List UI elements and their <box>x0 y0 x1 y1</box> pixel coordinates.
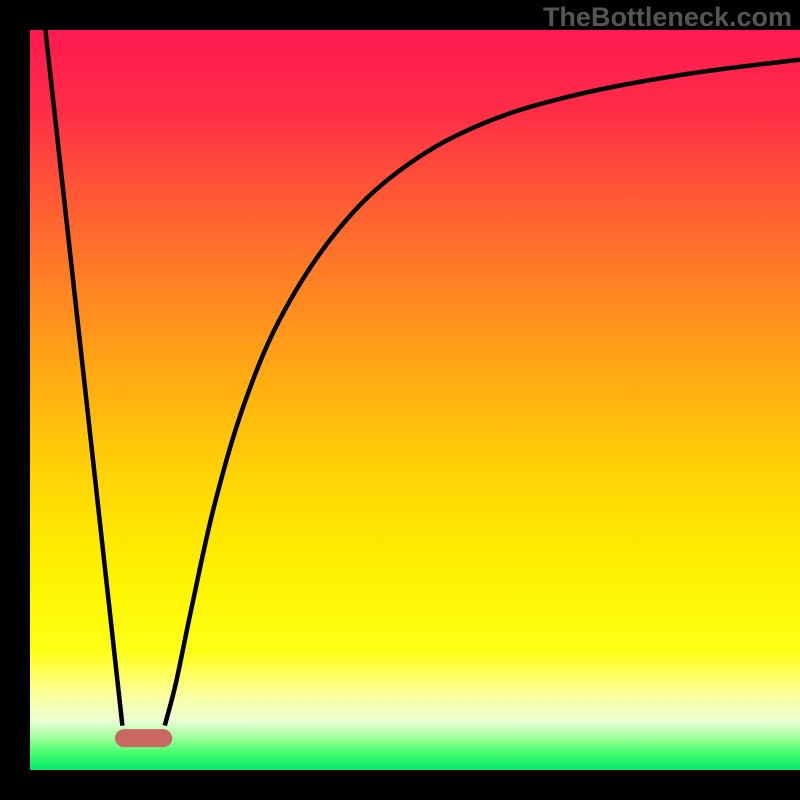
curve-layer <box>30 30 800 770</box>
watermark-text: TheBottleneck.com <box>543 2 792 33</box>
left-line <box>45 30 122 726</box>
right-curve <box>165 60 800 726</box>
plot-area <box>30 30 800 770</box>
